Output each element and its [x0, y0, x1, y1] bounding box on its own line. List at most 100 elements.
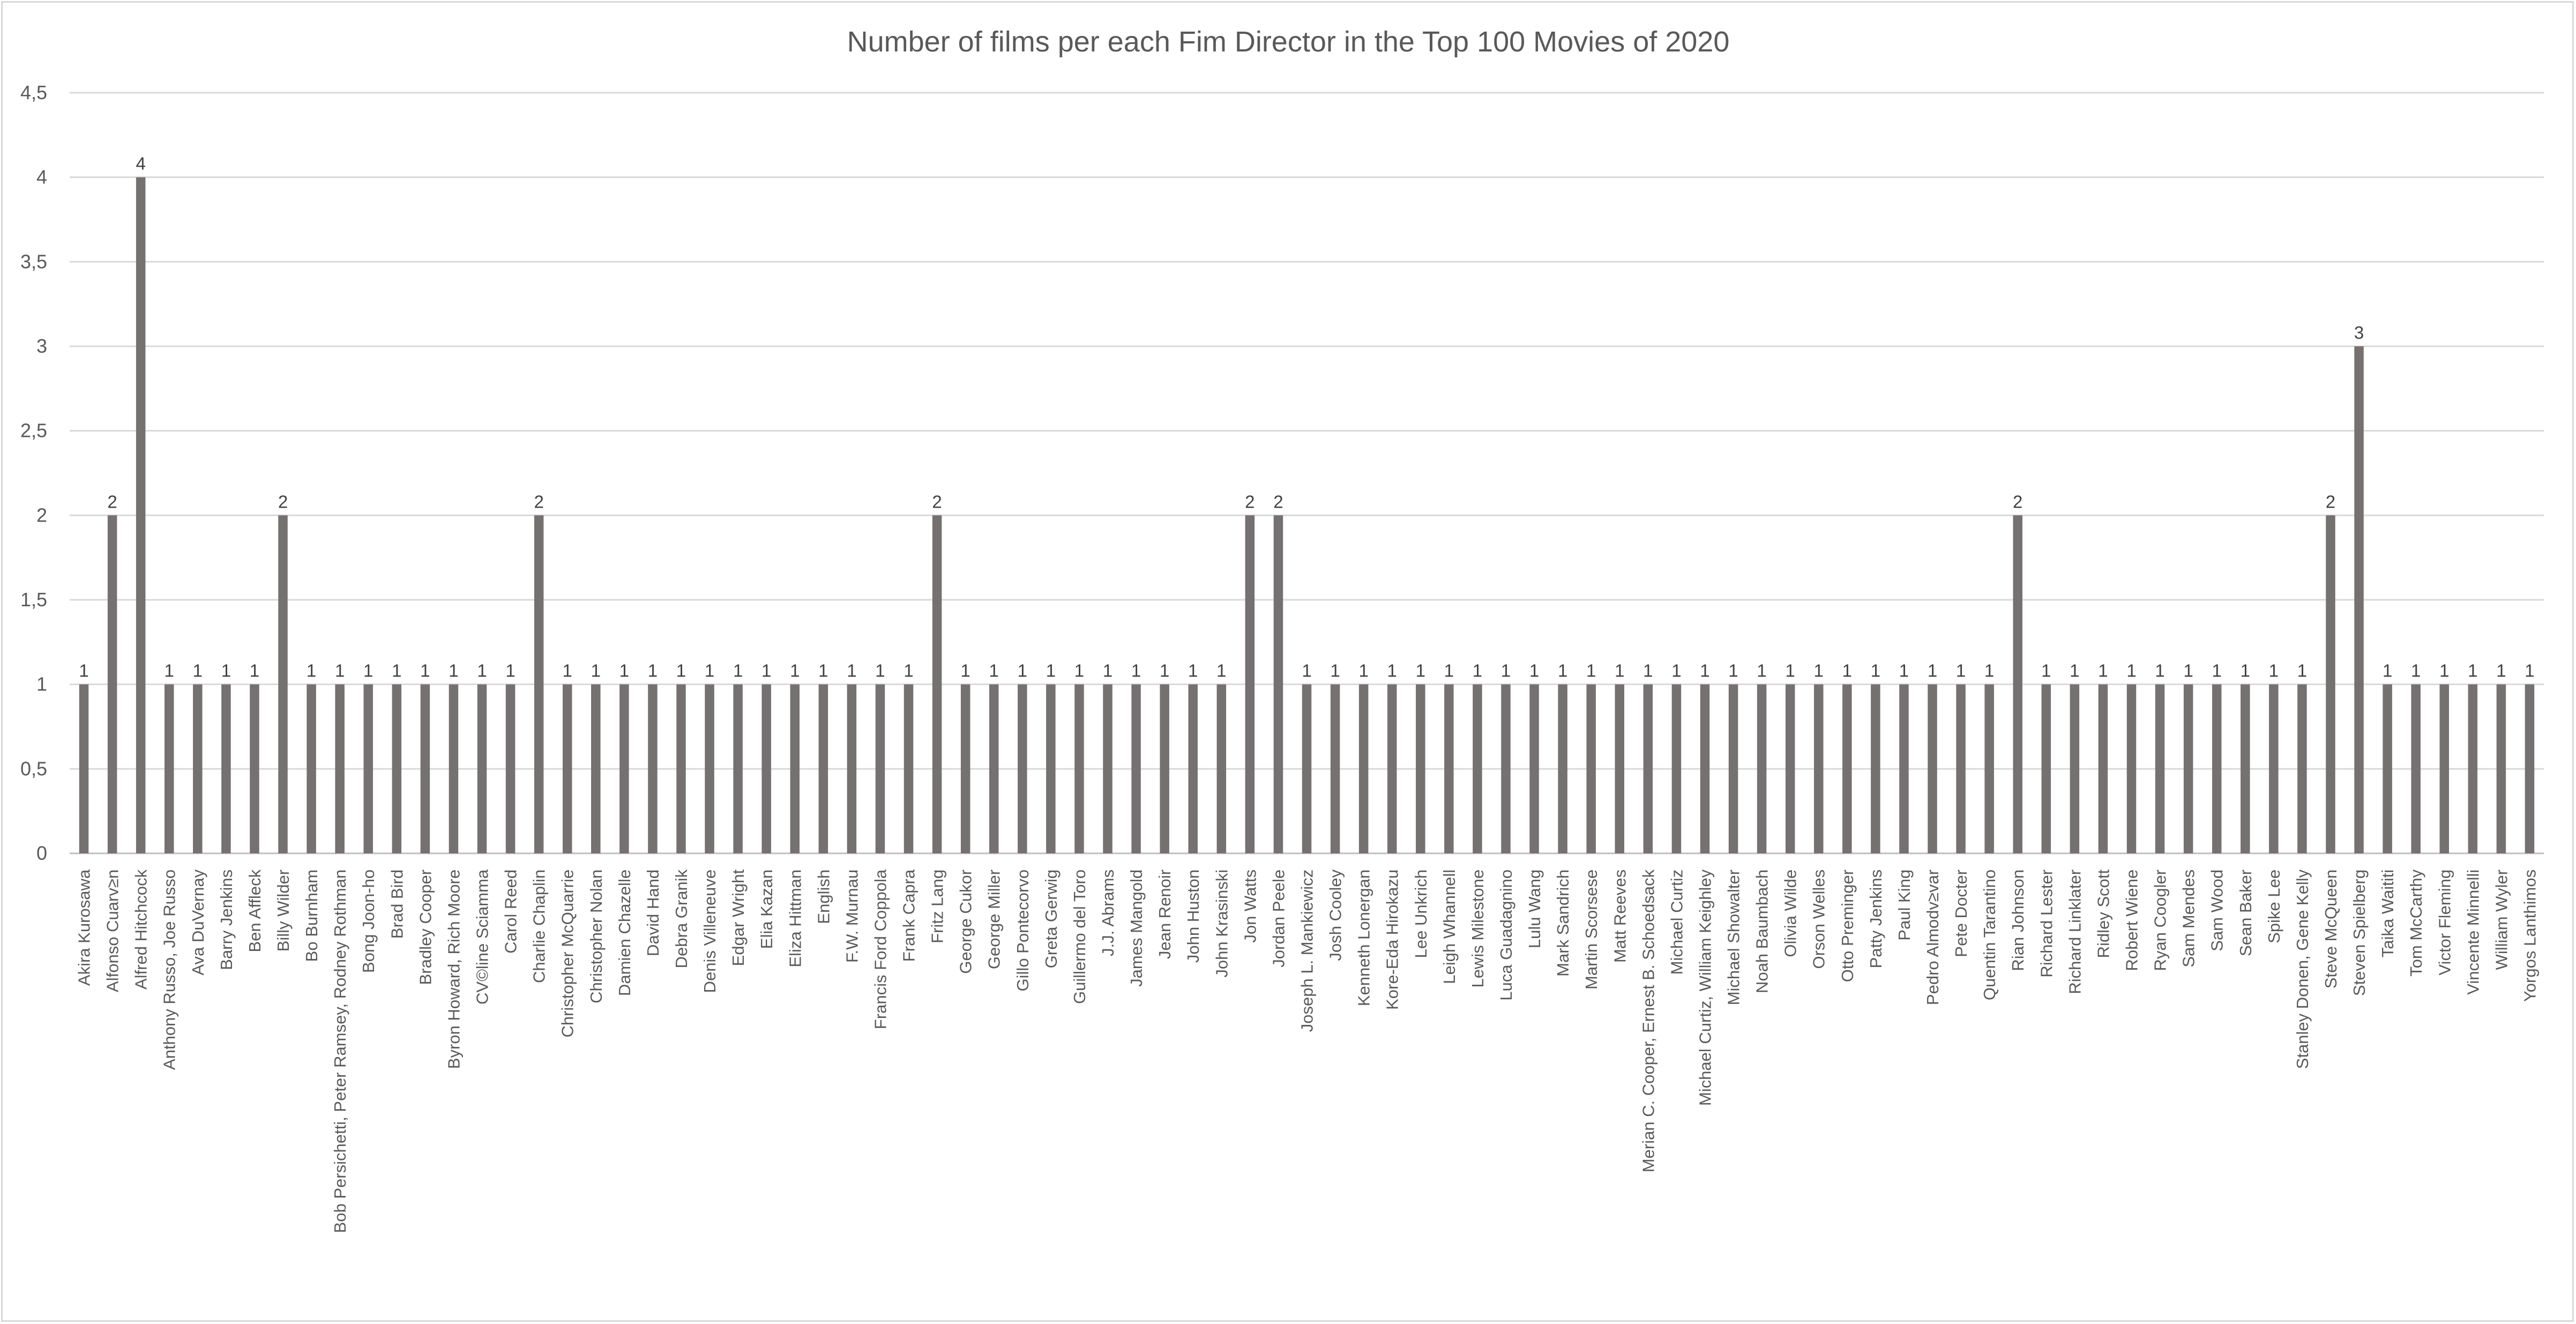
x-tick-label: Eliza Hittman: [786, 869, 804, 968]
data-label: 1: [2383, 661, 2392, 681]
data-label: 2: [1273, 492, 1283, 511]
x-tick-label: Christopher Nolan: [587, 869, 606, 1003]
data-label: 1: [1501, 661, 1511, 681]
data-label: 1: [2411, 661, 2421, 681]
x-tick-label: Sam Wood: [2208, 869, 2227, 951]
x-tick-label: Denis Villeneuve: [700, 869, 719, 993]
x-tick-label: Elia Kazan: [757, 869, 776, 949]
data-label: 1: [1586, 661, 1596, 681]
x-tick-label: Steven Spielberg: [2350, 869, 2369, 996]
x-tick-label: Edgar Wright: [729, 869, 748, 966]
bar: [761, 684, 771, 853]
x-tick-label: John Huston: [1184, 869, 1203, 963]
x-tick-label: Tom McCarthy: [2407, 869, 2425, 977]
bar: [1842, 684, 1852, 853]
x-tick-label: Merian C. Cooper, Ernest B. Schoedsack: [1639, 869, 1657, 1173]
bar: [221, 684, 231, 853]
data-label: 1: [2468, 661, 2477, 681]
data-label: 1: [363, 661, 373, 681]
x-tick-label: William Wyler: [2492, 869, 2511, 970]
x-tick-label: Pedro Almodv≥var: [1923, 869, 1942, 1005]
x-tick-label: Noah Baumbach: [1753, 869, 1772, 993]
bar: [477, 684, 487, 853]
data-label: 1: [307, 661, 316, 681]
y-tick-label: 4: [36, 166, 47, 188]
bar: [1188, 684, 1198, 853]
bar: [2269, 684, 2279, 853]
x-tick-label: Matt Reeves: [1610, 869, 1629, 963]
y-tick-label: 4,5: [20, 81, 47, 103]
data-label: 1: [2439, 661, 2449, 681]
x-tick-label: Patty Jenkins: [1866, 869, 1885, 968]
data-label: 1: [1473, 661, 1482, 681]
data-label: 1: [2297, 661, 2307, 681]
bar: [1586, 684, 1596, 853]
bar: [1273, 515, 1283, 853]
data-label: 1: [165, 661, 174, 681]
x-tick-label: Fritz Lang: [928, 869, 947, 943]
data-label: 1: [477, 661, 487, 681]
bar: [1984, 684, 1994, 853]
bar: [193, 684, 203, 853]
data-label: 1: [79, 661, 88, 681]
bar: [1473, 684, 1482, 853]
bar: [2013, 515, 2022, 853]
data-label: 1: [1416, 661, 1425, 681]
bar: [790, 684, 800, 853]
bar: [2297, 684, 2307, 853]
bar: [1671, 684, 1682, 853]
x-tick-label: Sean Baker: [2236, 869, 2255, 956]
data-label: 1: [1814, 661, 1824, 681]
bar: [1956, 684, 1966, 853]
x-tick-label: Byron Howard, Rich Moore: [444, 869, 463, 1069]
bar: [1216, 684, 1227, 853]
data-label: 1: [1785, 661, 1795, 681]
bar: [2183, 684, 2193, 853]
data-label: 1: [619, 661, 629, 681]
x-tick-label: Carol Reed: [502, 869, 520, 954]
data-label: 1: [591, 661, 601, 681]
y-tick-label: 2,5: [20, 420, 47, 442]
x-tick-label: Otto Preminger: [1838, 869, 1857, 982]
x-tick-label: Kore-Eda Hirokazu: [1383, 869, 1402, 1010]
data-label: 1: [2070, 661, 2079, 681]
y-tick-label: 3: [36, 335, 47, 357]
bar: [1813, 684, 1824, 853]
x-tick-label: Bong Joon-ho: [359, 869, 378, 973]
x-axis-ticks: Akira Kurosawa Alfonso Cuarv≥n Alfred Hitc…: [75, 869, 2540, 1233]
bar: [1387, 684, 1397, 853]
x-tick-label: George Cukor: [957, 869, 975, 974]
data-label: 1: [847, 661, 856, 681]
bar: [1871, 684, 1880, 853]
bar: [2155, 684, 2165, 853]
data-label: 1: [1956, 661, 1966, 681]
x-tick-label: Bob Persichetti, Peter Ramsey, Rodney Ro…: [331, 869, 349, 1233]
bar: [818, 684, 828, 853]
bar: [904, 684, 914, 853]
data-label: 1: [1046, 661, 1056, 681]
bar: [989, 684, 999, 853]
data-label: 1: [1529, 661, 1539, 681]
x-tick-label: Leigh Whannell: [1440, 869, 1459, 984]
x-tick-label: J.J. Abrams: [1099, 869, 1117, 956]
data-label: 1: [1131, 661, 1141, 681]
bar: [2212, 684, 2222, 853]
data-label: 1: [2525, 661, 2534, 681]
data-label: 1: [2041, 661, 2051, 681]
bar: [2354, 346, 2364, 853]
x-tick-label: Bradley Cooper: [416, 869, 435, 985]
data-label: 1: [1103, 661, 1112, 681]
x-tick-label: Lee Unkrich: [1412, 869, 1430, 958]
data-label: 1: [2098, 661, 2108, 681]
bar: [1160, 684, 1169, 853]
bar: [1358, 684, 1369, 853]
data-label: 1: [1615, 661, 1624, 681]
x-tick-label: Quentin Tarantino: [1980, 869, 1999, 1000]
x-tick-label: Spike Lee: [2265, 869, 2283, 943]
x-tick-label: Kenneth Lonergan: [1355, 869, 1373, 1006]
x-tick-label: Alfred Hitchcock: [132, 869, 151, 990]
bar: [1103, 684, 1112, 853]
bar: [335, 684, 345, 853]
x-tick-label: Stanley Donen, Gene Kelly: [2293, 869, 2312, 1069]
